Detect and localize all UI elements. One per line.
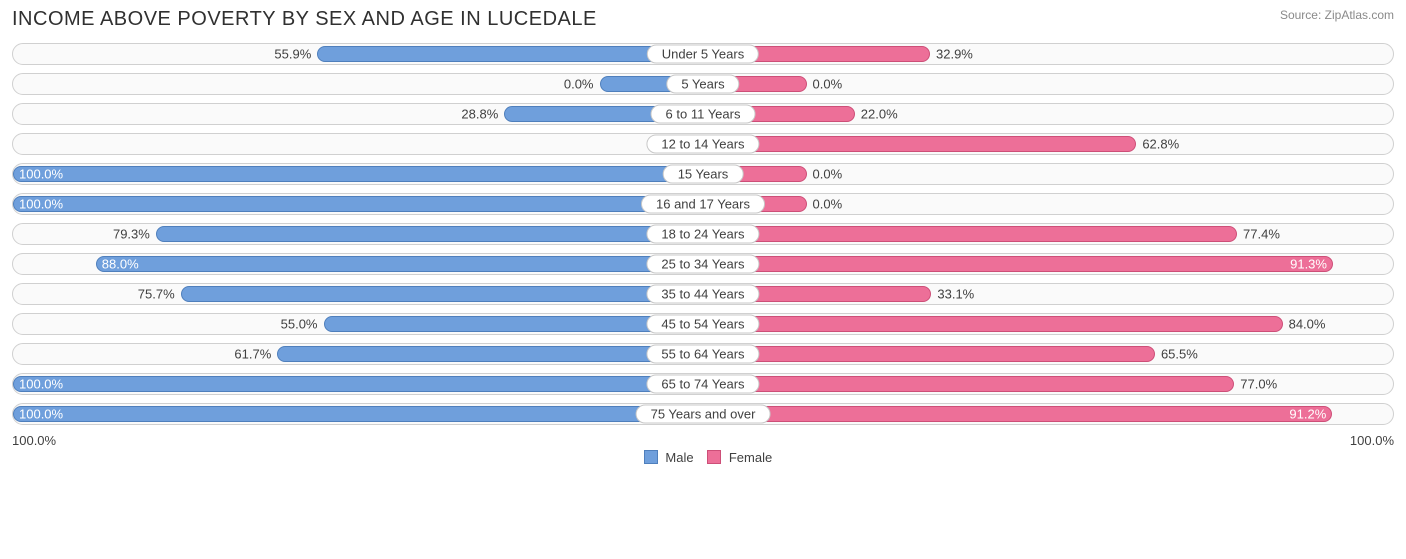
male-value: 55.0% [281, 317, 324, 332]
axis-left-label: 100.0% [12, 433, 56, 448]
female-value: 32.9% [930, 47, 973, 62]
category-pill: 25 to 34 Years [646, 255, 759, 274]
male-bar [156, 226, 703, 242]
female-swatch [707, 450, 721, 464]
chart-row: 88.0% 91.3% 25 to 34 Years [12, 253, 1394, 275]
chart-row: 100.0% 0.0% 15 Years [12, 163, 1394, 185]
legend: Male Female [12, 450, 1394, 465]
category-pill: 5 Years [666, 75, 739, 94]
female-bar [703, 256, 1333, 272]
male-bar [96, 256, 703, 272]
male-bar [13, 376, 703, 392]
female-value: 33.1% [931, 287, 974, 302]
male-value: 100.0% [13, 377, 63, 392]
source-attribution: Source: ZipAtlas.com [1280, 8, 1394, 22]
female-value: 84.0% [1283, 317, 1326, 332]
category-pill: 12 to 14 Years [646, 135, 759, 154]
male-value: 55.9% [274, 47, 317, 62]
male-value: 28.8% [461, 107, 504, 122]
female-bar [703, 226, 1237, 242]
category-pill: 18 to 24 Years [646, 225, 759, 244]
category-pill: Under 5 Years [647, 45, 759, 64]
male-value: 75.7% [138, 287, 181, 302]
chart-row: 100.0% 0.0% 16 and 17 Years [12, 193, 1394, 215]
female-bar [703, 346, 1155, 362]
female-value: 65.5% [1155, 347, 1198, 362]
female-bar [703, 136, 1136, 152]
female-value: 0.0% [807, 77, 843, 92]
category-pill: 15 Years [663, 165, 744, 184]
male-bar [13, 406, 703, 422]
category-pill: 6 to 11 Years [651, 105, 756, 124]
male-bar [317, 46, 703, 62]
x-axis: 100.0% 100.0% [12, 433, 1394, 448]
male-bar [277, 346, 703, 362]
category-pill: 55 to 64 Years [646, 345, 759, 364]
male-value: 100.0% [13, 407, 63, 422]
category-pill: 65 to 74 Years [646, 375, 759, 394]
chart-row: 61.7% 65.5% 55 to 64 Years [12, 343, 1394, 365]
chart-row: 55.9% 32.9% Under 5 Years [12, 43, 1394, 65]
male-bar [181, 286, 703, 302]
axis-right-label: 100.0% [1350, 433, 1394, 448]
male-value: 61.7% [234, 347, 277, 362]
female-value: 91.3% [1290, 257, 1333, 272]
chart-row: 28.8% 22.0% 6 to 11 Years [12, 103, 1394, 125]
chart-row: 75.7% 33.1% 35 to 44 Years [12, 283, 1394, 305]
poverty-chart: 55.9% 32.9% Under 5 Years 0.0% 0.0% 5 Years 28… [12, 43, 1394, 425]
male-value: 88.0% [96, 257, 139, 272]
female-value: 22.0% [855, 107, 898, 122]
male-bar [13, 166, 703, 182]
chart-row: 55.0% 84.0% 45 to 54 Years [12, 313, 1394, 335]
female-value: 91.2% [1289, 407, 1332, 422]
male-bar [13, 196, 703, 212]
category-pill: 35 to 44 Years [646, 285, 759, 304]
female-bar [703, 406, 1332, 422]
male-value: 0.0% [564, 77, 600, 92]
category-pill: 75 Years and over [636, 405, 771, 424]
female-bar [703, 316, 1283, 332]
female-value: 62.8% [1136, 137, 1179, 152]
female-bar [703, 376, 1234, 392]
legend-female-label: Female [729, 450, 772, 465]
male-swatch [644, 450, 658, 464]
chart-row: 79.3% 77.4% 18 to 24 Years [12, 223, 1394, 245]
category-pill: 45 to 54 Years [646, 315, 759, 334]
chart-row: 100.0% 77.0% 65 to 74 Years [12, 373, 1394, 395]
female-value: 77.0% [1234, 377, 1277, 392]
male-value: 100.0% [13, 197, 63, 212]
female-value: 77.4% [1237, 227, 1280, 242]
male-value: 79.3% [113, 227, 156, 242]
male-value: 100.0% [13, 167, 63, 182]
chart-title: INCOME ABOVE POVERTY BY SEX AND AGE IN L… [12, 8, 597, 31]
female-value: 0.0% [807, 167, 843, 182]
female-value: 0.0% [807, 197, 843, 212]
category-pill: 16 and 17 Years [641, 195, 765, 214]
legend-male-label: Male [665, 450, 693, 465]
chart-row: 0.0% 0.0% 5 Years [12, 73, 1394, 95]
chart-row: 100.0% 91.2% 75 Years and over [12, 403, 1394, 425]
chart-row: 2.3%62.8%12 to 14 Years [12, 133, 1394, 155]
